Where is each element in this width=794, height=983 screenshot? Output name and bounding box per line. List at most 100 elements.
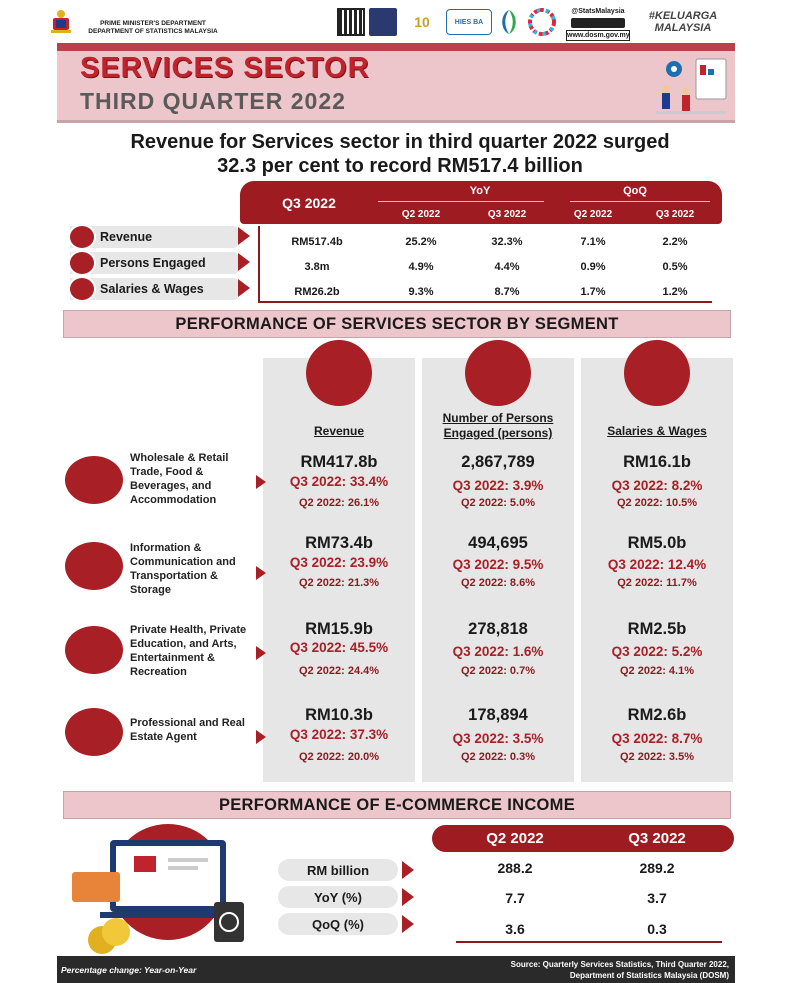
revenue-value: RM15.9b [305, 620, 373, 638]
persons-q2-change: Q2 2022: 8.6% [461, 577, 535, 589]
revenue-q3-change: Q3 2022: 45.5% [289, 640, 389, 655]
persons-q3-change: Q3 2022: 3.9% [452, 478, 544, 493]
segment-label: Private Health, Private Education, and A… [130, 624, 247, 678]
persons-value: 2,867,789 [461, 453, 535, 471]
salaries-value: RM5.0b [627, 534, 687, 552]
department-name: PRIME MINISTER'S DEPARTMENT DEPARTMENT O… [88, 20, 218, 35]
column-header-revenue: Revenue [313, 424, 365, 438]
table-cell: 1.2% [662, 286, 688, 298]
social-icons[interactable] [571, 18, 625, 28]
malaysia-crest-icon [51, 10, 71, 33]
anniversary-logo: 10 [414, 14, 430, 30]
ecommerce-row-label: RM billion [278, 859, 398, 881]
ecommerce-value: 289.2 [639, 860, 675, 876]
ecommerce-row-label: QoQ (%) [278, 913, 398, 935]
salaries-q3-change: Q3 2022: 8.2% [611, 478, 703, 493]
table-cell: 3.8m [304, 261, 330, 273]
segment-arrow-icon [256, 646, 266, 660]
persons-engaged-icon [68, 250, 96, 276]
persons-q2-change: Q2 2022: 0.3% [461, 751, 535, 763]
ecommerce-value: 0.3 [647, 921, 667, 937]
ecommerce-value: 7.7 [505, 890, 525, 906]
website-link[interactable]: www.dosm.gov.my [566, 30, 630, 41]
table-cell: RM26.2b [294, 286, 340, 298]
row-arrow-icon [238, 253, 250, 271]
ecommerce-table-header: Q2 2022 Q3 2022 [432, 825, 734, 852]
table-cell: 1.7% [580, 286, 606, 298]
column-header-persons: Number of Persons Engaged (persons) [442, 411, 554, 440]
health-education-icon [65, 626, 123, 674]
persons-value: 278,818 [468, 620, 528, 638]
salaries-q3-change: Q3 2022: 8.7% [611, 731, 703, 746]
banner-accent-bar [57, 43, 735, 51]
revenue-column [263, 358, 415, 782]
table-cell: 32.3% [491, 236, 523, 248]
mygov-logo-icon [502, 10, 516, 34]
title-banner [57, 43, 735, 123]
page-subtitle: THIRD QUARTER 2022 [80, 88, 346, 114]
table-cell: 2.2% [662, 236, 688, 248]
money-icon [624, 340, 690, 406]
salaries-q2-change: Q2 2022: 4.1% [620, 665, 694, 677]
revenue-q3-change: Q3 2022: 37.3% [289, 727, 389, 742]
salaries-value: RM2.6b [627, 706, 687, 724]
shop-icon [65, 456, 123, 504]
persons-q3-change: Q3 2022: 3.5% [452, 731, 544, 746]
keluarga-malaysia-logo: #KELUARGA MALAYSIA [648, 10, 718, 34]
salaries-value: RM16.1b [623, 453, 691, 471]
footer: Percentage change: Year-on-Year Source: … [57, 956, 735, 983]
segment-arrow-icon [256, 566, 266, 580]
revenue-q2-change: Q2 2022: 24.4% [298, 665, 380, 677]
revenue-chart-icon [306, 340, 372, 406]
persons-q3-change: Q3 2022: 1.6% [452, 644, 544, 659]
segment-arrow-icon [256, 475, 266, 489]
revenue-value: RM417.8b [300, 453, 378, 471]
salaries-icon [68, 276, 96, 302]
footer-note: Percentage change: Year-on-Year [61, 965, 197, 975]
salaries-column [581, 358, 733, 782]
table-cell: 8.7% [494, 286, 520, 298]
hies-logo: HIES BA [446, 9, 492, 35]
social-media-block: @StatsMalaysia www.dosm.gov.my [566, 8, 630, 41]
salaries-q3-change: Q3 2022: 12.4% [607, 557, 707, 572]
column-header-salaries: Salaries & Wages [607, 424, 707, 438]
salaries-value: RM2.5b [627, 620, 687, 638]
laptop-truck-icon [65, 542, 123, 590]
row-arrow-icon [402, 861, 414, 879]
table-divider [258, 226, 260, 303]
business-illustration-icon [656, 58, 727, 114]
table-cell: RM517.4b [291, 236, 343, 248]
source-note: Source: Quarterly Services Statistics, T… [510, 960, 729, 980]
revenue-q2-change: Q2 2022: 26.1% [298, 497, 380, 509]
summary-table-header: Q3 2022 YoY QoQ Q2 2022 Q3 2022 Q2 2022 … [240, 181, 722, 224]
persons-value: 178,894 [468, 706, 528, 724]
ecommerce-value: 3.6 [505, 921, 525, 937]
page-title: SERVICES SECTOR [80, 52, 370, 84]
ecommerce-row-label: YoY (%) [278, 886, 398, 908]
summary-row-label-salaries: Salaries & Wages [70, 278, 238, 300]
table-cell: 0.5% [662, 261, 688, 273]
summary-row-label-persons: Persons Engaged [70, 252, 238, 274]
segment-arrow-icon [256, 730, 266, 744]
salaries-q2-change: Q2 2022: 3.5% [620, 751, 694, 763]
segment-label: Professional and Real Estate Agent [130, 717, 245, 743]
sdg-wheel-icon [528, 8, 556, 36]
table-cell: 7.1% [580, 236, 606, 248]
salaries-q2-change: Q2 2022: 11.7% [617, 577, 697, 589]
segment-section-title: PERFORMANCE OF SERVICES SECTOR BY SEGMEN… [63, 310, 731, 338]
ecommerce-illustration-icon [72, 824, 244, 954]
summary-row-label-revenue: Revenue [70, 226, 238, 248]
ecommerce-section-title: PERFORMANCE OF E-COMMERCE INCOME [63, 791, 731, 819]
salaries-q2-change: Q2 2022: 10.5% [616, 497, 698, 509]
table-divider [258, 301, 712, 303]
dosm-app-icon [369, 8, 397, 36]
headline: Revenue for Services sector in third qua… [130, 131, 670, 177]
salaries-q3-change: Q3 2022: 5.2% [611, 644, 703, 659]
persons-q2-change: Q2 2022: 0.7% [461, 665, 535, 677]
segment-label: Wholesale & Retail Trade, Food & Beverag… [130, 452, 229, 506]
team-icon [465, 340, 531, 406]
revenue-q3-change: Q3 2022: 33.4% [289, 474, 389, 489]
row-arrow-icon [402, 888, 414, 906]
ecommerce-value: 288.2 [497, 860, 533, 876]
table-cell: 25.2% [405, 236, 437, 248]
